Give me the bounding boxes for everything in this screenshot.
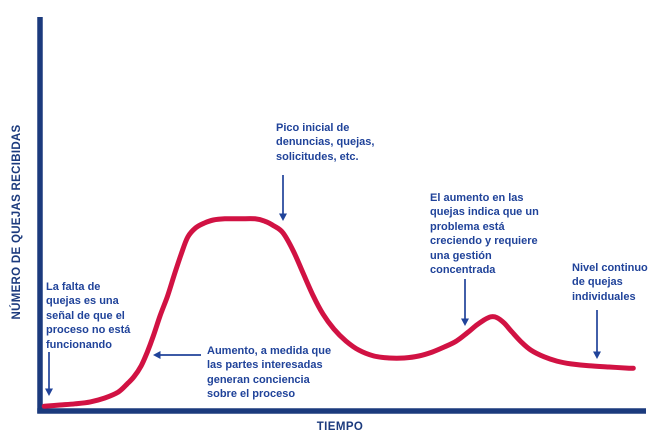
complaints-curve	[41, 216, 636, 409]
annotation-continuous-level: Nivel continuo de quejas individuales	[572, 262, 648, 303]
annotation-awareness-rise: Aumento, a medida que las partes interes…	[207, 345, 332, 401]
x-axis-label: TIEMPO	[316, 421, 364, 433]
annotation-initial-peak: Pico inicial de denuncias, quejas, solic…	[276, 122, 375, 163]
annotation-no-complaints: La falta de quejas es una señal de que e…	[46, 281, 131, 351]
annotation-growing-problem: El aumento en las quejas indica que un p…	[430, 192, 539, 277]
y-axis-label: NÚMERO DE QUEJAS RECIBIDAS	[11, 124, 23, 320]
